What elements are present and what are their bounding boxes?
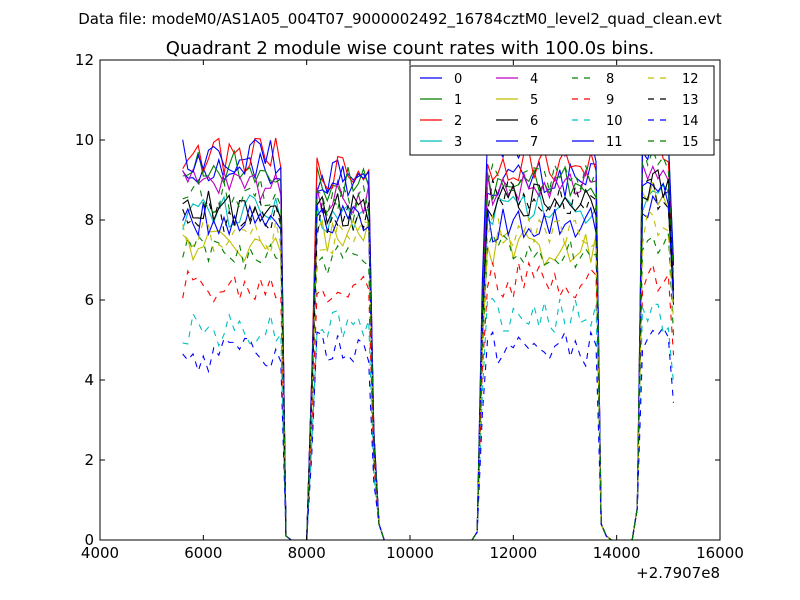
legend-label-0: 0 (454, 72, 462, 87)
legend-label-15: 15 (682, 135, 699, 150)
legend-label-10: 10 (606, 114, 623, 129)
y-tick-label: 4 (84, 371, 94, 389)
legend-label-11: 11 (606, 135, 623, 150)
series-line-10 (182, 298, 675, 541)
legend-label-7: 7 (530, 135, 538, 150)
x-offset-label: +2.7907e8 (636, 564, 720, 582)
suptitle: Data file: modeM0/AS1A05_004T07_90000024… (78, 10, 722, 29)
legend-frame (409, 65, 715, 156)
x-tick-label: 10000 (386, 544, 434, 562)
x-tick-label: 4000 (81, 544, 119, 562)
legend-label-14: 14 (682, 114, 699, 129)
legend-label-8: 8 (606, 72, 614, 87)
x-tick-label: 8000 (288, 544, 326, 562)
y-tick-label: 12 (75, 51, 94, 69)
chart-title: Quadrant 2 module wise count rates with … (166, 38, 655, 59)
legend-label-13: 13 (682, 93, 699, 108)
y-tick-label: 8 (84, 211, 94, 229)
legend-label-9: 9 (606, 93, 614, 108)
legend-label-3: 3 (454, 135, 462, 150)
y-tick-label: 2 (84, 451, 94, 469)
legend-label-1: 1 (454, 93, 462, 108)
tick-layer: 4000 6000 8000 10000 12000 14000 1600002468101… (75, 51, 744, 562)
y-tick-label: 6 (84, 291, 94, 309)
legend-label-4: 4 (530, 72, 538, 87)
x-tick-label: 12000 (489, 544, 537, 562)
legend-label-5: 5 (530, 93, 538, 108)
legend-label-2: 2 (454, 114, 462, 129)
y-tick-label: 10 (75, 131, 94, 149)
series-line-12 (182, 208, 675, 541)
legend-label-12: 12 (682, 72, 699, 87)
x-tick-label: 6000 (184, 544, 222, 562)
y-tick-label: 0 (84, 531, 94, 549)
x-tick-label: 14000 (593, 544, 641, 562)
legend-label-6: 6 (530, 114, 538, 129)
x-tick-label: 16000 (696, 544, 744, 562)
